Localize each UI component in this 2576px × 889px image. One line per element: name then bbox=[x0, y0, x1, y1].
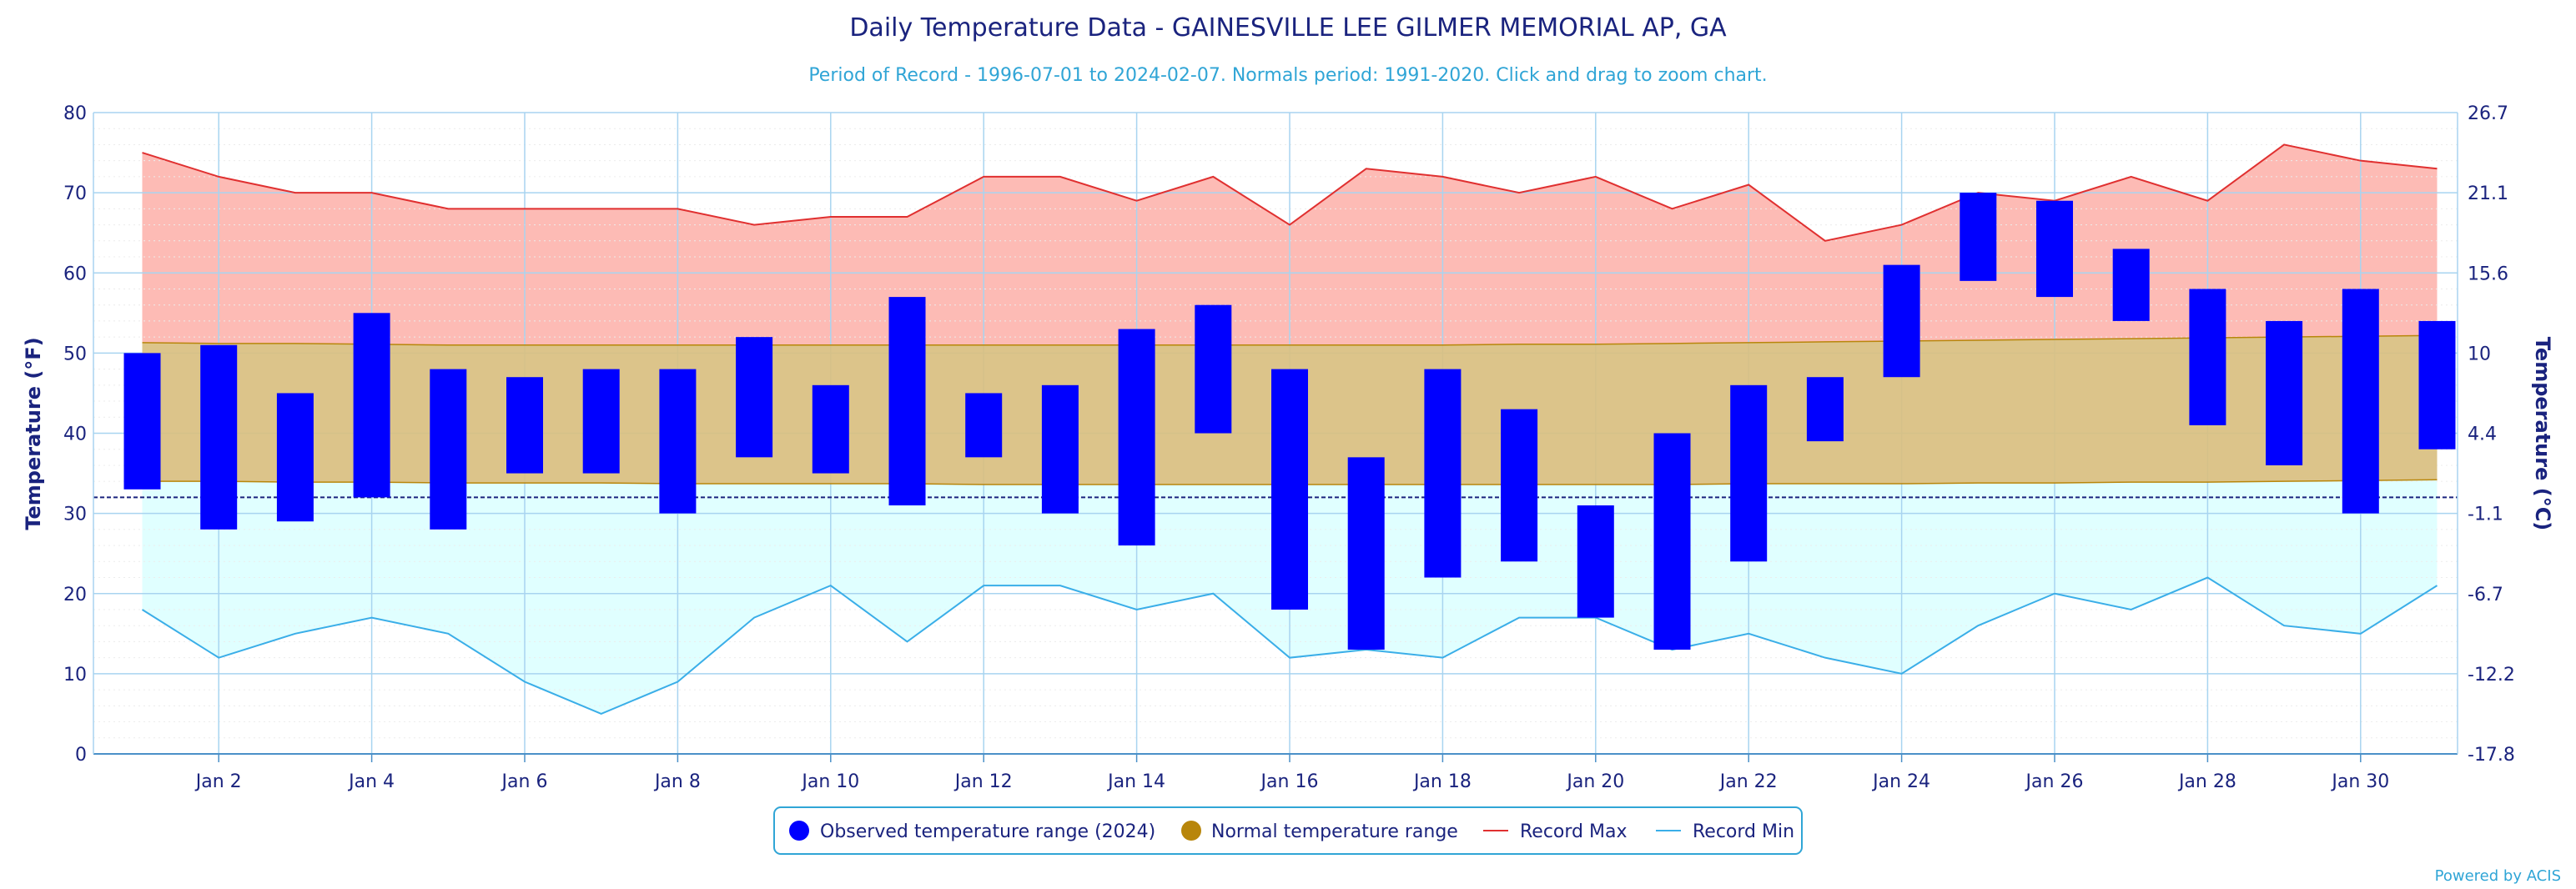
axes: 0 -17.8 10 -12.2 20 -6.7 30 -1.1 40 4.4 50 10 60 15.6… bbox=[63, 103, 2515, 792]
observed-bar[interactable] bbox=[1730, 384, 1768, 562]
observed-bar[interactable] bbox=[1118, 329, 1155, 546]
x-tick-label: Jan 20 bbox=[1565, 771, 1624, 792]
observed-bar[interactable] bbox=[2189, 289, 2226, 425]
observed-bar[interactable] bbox=[1195, 304, 1232, 434]
legend-item-normal[interactable]: Normal temperature range bbox=[1181, 821, 1458, 842]
observed-bar[interactable] bbox=[276, 393, 314, 522]
legend-label-record-max: Record Max bbox=[1520, 821, 1628, 842]
legend-label-normal: Normal temperature range bbox=[1211, 821, 1458, 842]
x-tick-label: Jan 8 bbox=[653, 771, 701, 792]
observed-bar[interactable] bbox=[200, 344, 238, 530]
x-tick-label: Jan 4 bbox=[347, 771, 395, 792]
y-tick-label-left: 20 bbox=[63, 585, 87, 605]
observed-bar[interactable] bbox=[353, 313, 390, 498]
x-tick-label: Jan 18 bbox=[1412, 771, 1472, 792]
x-tick-label: Jan 16 bbox=[1260, 771, 1319, 792]
y-tick-label-left: 50 bbox=[63, 344, 87, 364]
legend-box bbox=[773, 806, 1803, 855]
x-tick-label: Jan 14 bbox=[1106, 771, 1165, 792]
x-tick-label: Jan 26 bbox=[2025, 771, 2084, 792]
legend-label-record-min: Record Min bbox=[1693, 821, 1794, 842]
y-axis-title-left: Temperature (°F) bbox=[22, 337, 45, 530]
y-tick-label-right: -12.2 bbox=[2468, 665, 2515, 686]
y-tick-label-right: -1.1 bbox=[2468, 505, 2503, 525]
x-tick-label: Jan 30 bbox=[2330, 771, 2389, 792]
y-tick-label-left: 80 bbox=[63, 103, 87, 124]
observed-bar[interactable] bbox=[1501, 409, 1538, 562]
legend-symbol-observed bbox=[789, 821, 809, 841]
y-tick-label-right: -6.7 bbox=[2468, 585, 2503, 605]
x-tick-label: Jan 12 bbox=[953, 771, 1013, 792]
legend: Observed temperature range (2024) Normal… bbox=[773, 806, 1803, 855]
y-tick-label-right: 4.4 bbox=[2468, 424, 2497, 445]
x-tick-label: Jan 22 bbox=[1718, 771, 1778, 792]
observed-bar[interactable] bbox=[812, 384, 849, 474]
y-tick-label-left: 0 bbox=[75, 745, 87, 766]
legend-label-observed: Observed temperature range (2024) bbox=[820, 821, 1155, 842]
observed-bar[interactable] bbox=[888, 297, 926, 506]
record-min-line bbox=[141, 576, 2438, 716]
observed-bar[interactable] bbox=[659, 369, 697, 514]
observed-bar[interactable] bbox=[1883, 264, 1920, 378]
chart-title: Daily Temperature Data - GAINESVILLE LEE… bbox=[849, 13, 1727, 43]
y-tick-label-left: 10 bbox=[63, 665, 87, 686]
y-tick-label-left: 40 bbox=[63, 424, 87, 445]
y-tick-label-right: 10 bbox=[2468, 344, 2491, 364]
y-tick-label-right: 26.7 bbox=[2468, 103, 2508, 124]
observed-bar[interactable] bbox=[2266, 320, 2303, 465]
legend-item-record-max[interactable]: Record Max bbox=[1483, 821, 1628, 842]
y-tick-label-right: -17.8 bbox=[2468, 745, 2515, 766]
observed-bar[interactable] bbox=[2112, 249, 2150, 321]
observed-bar[interactable] bbox=[1271, 369, 1308, 610]
x-tick-label: Jan 28 bbox=[2177, 771, 2236, 792]
y-axis-title-right: Temperature (°C) bbox=[2531, 337, 2554, 531]
y-tick-label-right: 15.6 bbox=[2468, 264, 2508, 284]
observed-bar[interactable] bbox=[1960, 193, 1997, 281]
x-tick-label: Jan 10 bbox=[800, 771, 859, 792]
observed-bar[interactable] bbox=[1041, 384, 1079, 514]
y-tick-label-left: 70 bbox=[63, 183, 87, 204]
observed-bar[interactable] bbox=[2342, 289, 2379, 514]
y-tick-label-left: 60 bbox=[63, 264, 87, 284]
y-tick-label-right: 21.1 bbox=[2468, 183, 2508, 204]
observed-bar[interactable] bbox=[123, 353, 161, 490]
credit-link[interactable]: Powered by ACIS bbox=[2435, 867, 2561, 885]
observed-bar[interactable] bbox=[736, 337, 773, 458]
observed-bar[interactable] bbox=[1577, 505, 1614, 618]
observed-bar[interactable] bbox=[1347, 457, 1385, 650]
observed-bar[interactable] bbox=[1424, 369, 1462, 578]
observed-bar[interactable] bbox=[1653, 433, 1691, 650]
legend-item-record-min[interactable]: Record Min bbox=[1656, 821, 1794, 842]
x-tick-label: Jan 2 bbox=[194, 771, 242, 792]
legend-symbol-normal bbox=[1181, 821, 1201, 841]
observed-bar[interactable] bbox=[506, 377, 543, 474]
observed-bars bbox=[123, 193, 2456, 650]
observed-bar[interactable] bbox=[582, 369, 620, 474]
observed-bar[interactable] bbox=[1806, 377, 1844, 442]
x-tick-label: Jan 6 bbox=[501, 771, 548, 792]
observed-bar[interactable] bbox=[2036, 200, 2073, 298]
observed-bar[interactable] bbox=[965, 393, 1003, 458]
observed-bar[interactable] bbox=[430, 369, 467, 530]
chart-subtitle: Period of Record - 1996-07-01 to 2024-02… bbox=[808, 65, 1767, 86]
observed-bar[interactable] bbox=[2418, 320, 2456, 450]
normal-high-line bbox=[142, 334, 2438, 346]
legend-item-observed[interactable]: Observed temperature range (2024) bbox=[789, 821, 1155, 842]
x-tick-label: Jan 24 bbox=[1871, 771, 1930, 792]
y-tick-label-left: 30 bbox=[63, 505, 87, 525]
